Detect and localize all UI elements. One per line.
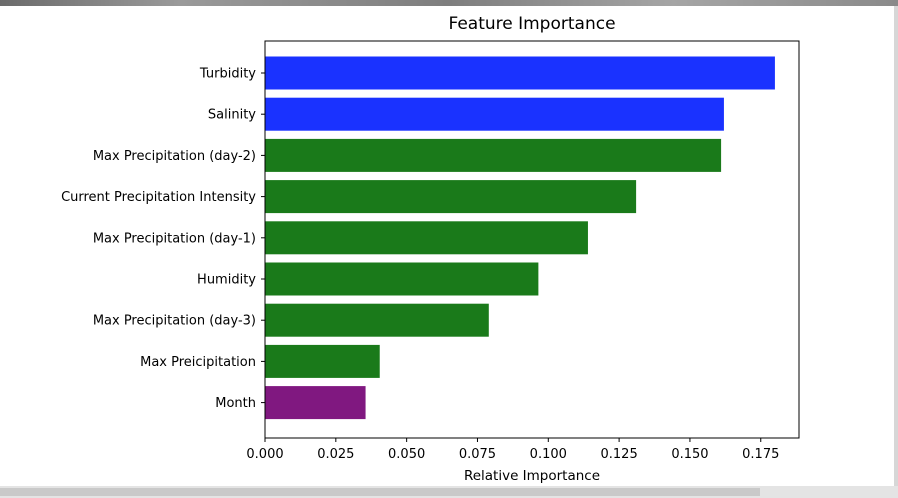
bar-3 bbox=[265, 180, 637, 214]
y-tick-label-5: Humidity bbox=[197, 273, 256, 288]
x-tick-label-7: 0.175 bbox=[742, 447, 779, 462]
x-tick-label-2: 0.050 bbox=[388, 447, 425, 462]
y-tick-label-2: Max Precipitation (day-2) bbox=[93, 149, 256, 164]
bar-6 bbox=[265, 303, 489, 337]
x-tick-label-5: 0.125 bbox=[601, 447, 638, 462]
window-right-border bbox=[894, 6, 898, 486]
bar-5 bbox=[265, 262, 539, 296]
x-tick-label-1: 0.025 bbox=[317, 447, 354, 462]
x-tick-label-6: 0.150 bbox=[671, 447, 708, 462]
y-tick-label-8: Month bbox=[215, 396, 256, 411]
bars-group bbox=[265, 56, 775, 420]
bar-4 bbox=[265, 221, 588, 255]
y-tick-label-3: Current Precipitation Intensity bbox=[61, 190, 256, 205]
plot-frame bbox=[264, 40, 800, 439]
y-tick-label-4: Max Precipitation (day-1) bbox=[93, 231, 256, 246]
y-tick-label-1: Salinity bbox=[208, 108, 256, 123]
bar-1 bbox=[265, 97, 724, 131]
window-top-strip bbox=[0, 0, 898, 6]
bar-2 bbox=[265, 138, 722, 172]
x-axis-label: Relative Importance bbox=[464, 468, 600, 484]
horizontal-scrollbar[interactable] bbox=[0, 486, 898, 498]
y-tick-label-7: Max Preicipitation bbox=[140, 355, 256, 370]
x-tick-label-0: 0.000 bbox=[246, 447, 283, 462]
x-tick-label-4: 0.100 bbox=[530, 447, 567, 462]
x-tick-labels: 0.000 0.025 0.050 0.075 0.100 0.125 0.150 0.175 bbox=[246, 438, 779, 462]
bar-0 bbox=[265, 56, 775, 90]
bar-8 bbox=[265, 386, 366, 420]
scrollbar-thumb[interactable] bbox=[0, 488, 760, 496]
y-tick-label-0: Turbidity bbox=[199, 67, 256, 82]
y-tick-labels: Turbidity Salinity Max Precipitation (day-… bbox=[61, 67, 265, 411]
bar-7 bbox=[265, 344, 380, 378]
y-tick-label-6: Max Precipitation (day-3) bbox=[93, 314, 256, 329]
chart-title: Feature Importance bbox=[448, 14, 615, 34]
x-tick-label-3: 0.075 bbox=[459, 447, 496, 462]
